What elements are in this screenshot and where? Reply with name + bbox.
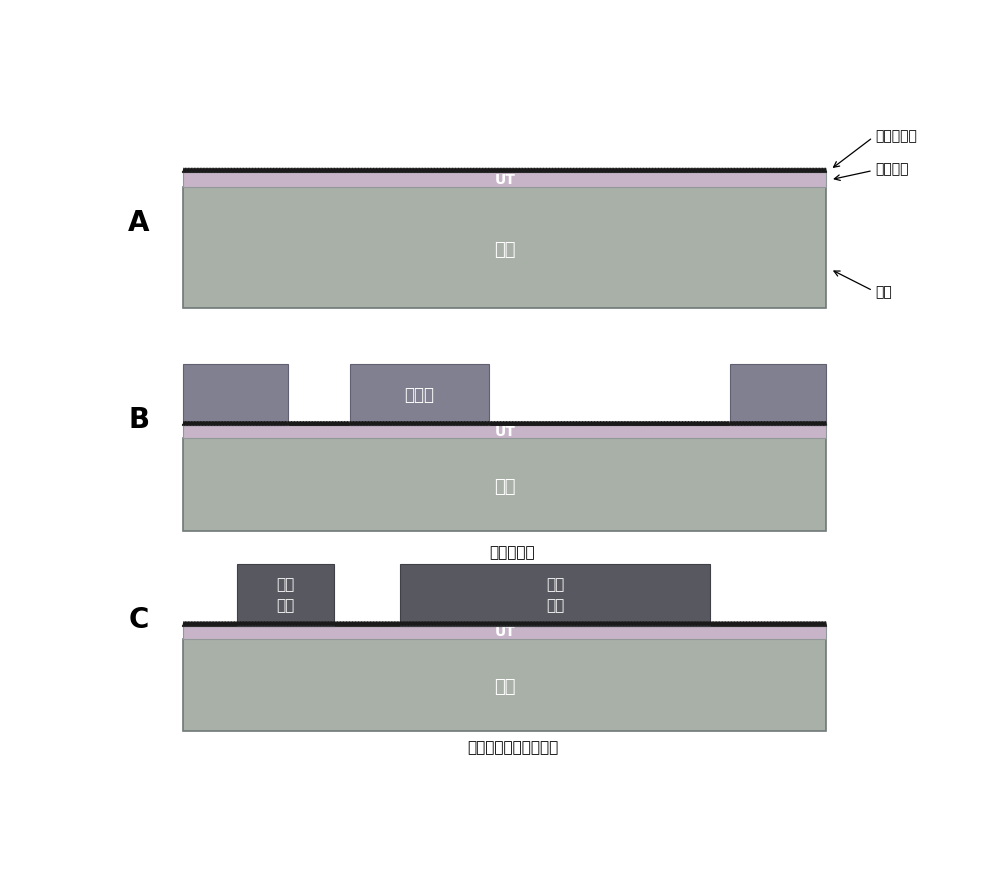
Text: 极薄铜层: 极薄铜层 xyxy=(875,162,909,176)
Text: UT: UT xyxy=(494,425,515,439)
Bar xyxy=(183,425,826,438)
Text: 粗化处理层: 粗化处理层 xyxy=(875,129,917,143)
Bar xyxy=(183,639,826,731)
Bar xyxy=(730,363,826,425)
Text: 电路
镀敏: 电路 镀敏 xyxy=(546,577,564,613)
Text: UT: UT xyxy=(494,173,515,187)
Text: 载体: 载体 xyxy=(875,285,892,299)
Text: C: C xyxy=(129,606,149,634)
Bar xyxy=(350,363,489,425)
Text: 载体: 载体 xyxy=(494,477,516,496)
Bar xyxy=(183,438,826,531)
Bar xyxy=(183,172,826,188)
Text: 抗蚀剂: 抗蚀剂 xyxy=(404,385,434,404)
Text: A: A xyxy=(128,209,150,237)
Bar xyxy=(237,564,334,625)
Text: B: B xyxy=(128,406,150,434)
Text: 电路
镀敏: 电路 镀敏 xyxy=(277,577,295,613)
Text: 载体: 载体 xyxy=(494,677,516,696)
Text: 载体: 载体 xyxy=(494,241,516,259)
Bar xyxy=(183,363,288,425)
Bar xyxy=(183,188,826,308)
Bar xyxy=(400,564,710,625)
Bar xyxy=(183,625,826,639)
Text: UT: UT xyxy=(494,625,515,639)
Text: 电路镀敏、去除抗蚀剂: 电路镀敏、去除抗蚀剂 xyxy=(467,740,558,755)
Text: 曝光、显影: 曝光、显影 xyxy=(490,545,535,560)
